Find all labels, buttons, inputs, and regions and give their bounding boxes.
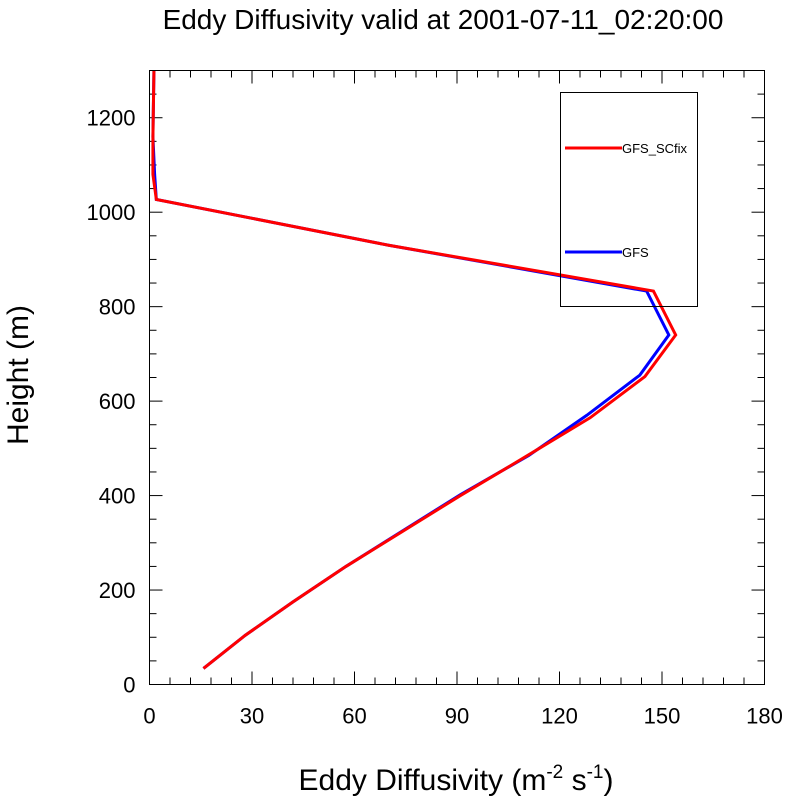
series-line-gfs-scfix [151,70,678,670]
y-tick-label: 1200 [87,106,136,131]
series-line-gfs [151,70,671,670]
y-axis-label: Height (m) [2,305,35,445]
y-tick-label: 400 [99,484,136,509]
legend-label-gfs: GFS [622,245,649,260]
y-tick-label: 1000 [87,200,136,225]
x-tick-label: 120 [541,704,578,729]
x-axis-label: Eddy Diffusivity (m-2 s-1) [299,762,614,797]
x-tick-label: 90 [445,704,469,729]
y-tick-label: 200 [99,578,136,603]
x-tick-label: 0 [143,704,155,729]
data-series [151,70,678,670]
legend: GFS_SCfix GFS [560,92,698,307]
x-tick-label: 180 [746,704,783,729]
axis-ticks [149,70,765,685]
plot-frame [149,70,765,685]
legend-box [560,92,698,307]
y-tick-label: 600 [99,389,136,414]
tick-labels: 0 30 60 90 120 150 180 0 200 400 600 800 1000 1200 [87,106,783,729]
legend-label-gfs-scfix: GFS_SCfix [622,141,688,156]
chart-title: Eddy Diffusivity valid at 2001-07-11_02:… [163,4,724,35]
x-tick-label: 30 [240,704,264,729]
y-tick-label: 0 [123,673,135,698]
y-tick-label: 800 [99,295,136,320]
x-tick-label: 150 [644,704,681,729]
x-tick-label: 60 [342,704,366,729]
